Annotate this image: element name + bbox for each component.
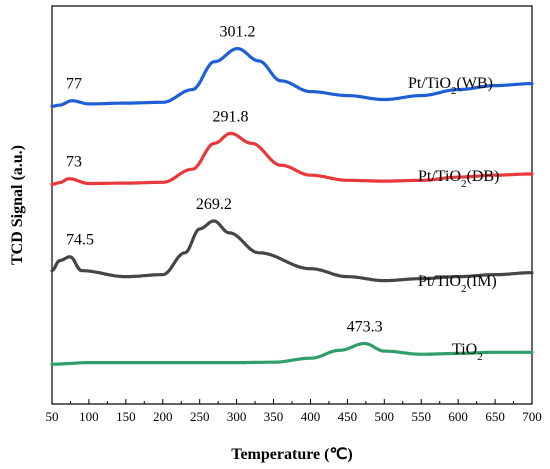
peak-label: 291.8: [213, 108, 249, 125]
x-tick-label: 600: [448, 409, 468, 424]
series-labels: Pt/TiO2(WB) Pt/TiO2(DB) Pt/TiO2(IM) TiO2: [408, 75, 499, 363]
x-tick-label: 550: [411, 409, 431, 424]
x-tick-label: 300: [227, 409, 247, 424]
peak-label: 74.5: [66, 232, 94, 249]
x-axis-ticks: 50 100 150 200 250 300 350 400 450 500 550 600 650 70…: [46, 399, 542, 424]
x-tick-label: 200: [153, 409, 173, 424]
x-axis-title: Temperature (℃): [231, 446, 353, 463]
x-tick-label: 50: [46, 409, 59, 424]
x-tick-label: 500: [375, 409, 395, 424]
peak-label: 473.3: [347, 319, 383, 336]
x-tick-label: 150: [116, 409, 136, 424]
y-axis-title: TCD Signal (a.u.): [9, 145, 26, 265]
series-label: Pt/TiO2(WB): [408, 75, 493, 97]
x-tick-label: 400: [301, 409, 321, 424]
peak-label: 269.2: [196, 196, 232, 213]
x-tick-label: 450: [338, 409, 358, 424]
series-label: TiO2: [452, 341, 483, 363]
series-label: Pt/TiO2(DB): [418, 168, 499, 190]
peak-label: 77: [66, 76, 82, 93]
x-tick-label: 650: [485, 409, 505, 424]
series-line-pt-tio2-db-: [50, 131, 534, 186]
series-lines: [50, 47, 534, 366]
x-tick-label: 100: [79, 409, 99, 424]
peak-annotations: 77 301.2 73 291.8 74.5 269.2 473.3: [66, 24, 383, 336]
series-label: Pt/TiO2(IM): [418, 273, 497, 295]
x-tick-label: 700: [522, 409, 542, 424]
series-line-pt-tio2-wb-: [50, 47, 534, 108]
x-tick-label: 350: [264, 409, 284, 424]
peak-label: 301.2: [220, 24, 256, 41]
series-line-tio2: [50, 341, 534, 366]
series-line-pt-tio2-im-: [50, 219, 534, 283]
x-tick-label: 250: [190, 409, 210, 424]
peak-label: 73: [66, 154, 82, 171]
